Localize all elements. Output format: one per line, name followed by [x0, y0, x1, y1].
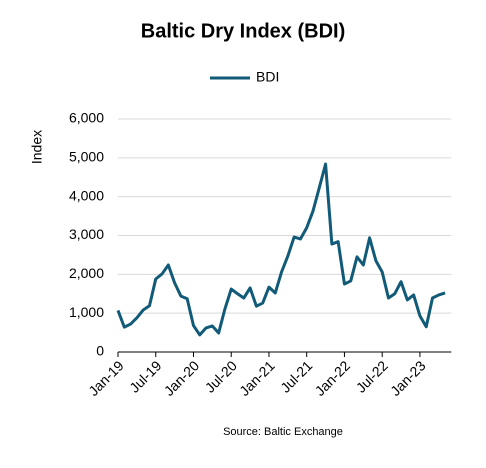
x-tick-label: Jan-22 — [312, 357, 354, 399]
x-tick-label: Jan-21 — [236, 357, 278, 399]
y-tick-label: 6,000 — [69, 110, 104, 126]
x-tick-label: Jul-22 — [353, 357, 391, 395]
x-tick-label: Jan-23 — [387, 357, 429, 399]
y-tick-label: 1,000 — [69, 304, 104, 320]
source: Source: Baltic Exchange — [223, 426, 343, 438]
y-tick-label: 2,000 — [69, 265, 104, 281]
x-tick-label: Jul-20 — [202, 357, 240, 395]
chart-title: Baltic Dry Index (BDI) — [141, 20, 345, 42]
x-tick-label: Jan-20 — [161, 357, 203, 399]
x-tick-label: Jan-19 — [85, 357, 127, 399]
y-axis-label: Index — [29, 130, 45, 164]
y-tick-label: 0 — [96, 343, 104, 359]
x-tick-label: Jul-19 — [126, 357, 164, 395]
x-tick-label: Jul-21 — [277, 357, 315, 395]
y-tick-label: 4,000 — [69, 187, 104, 203]
y-tick-label: 5,000 — [69, 149, 104, 165]
legend-label: BDI — [256, 69, 279, 85]
data-line — [116, 162, 446, 337]
y-tick-label: 3,000 — [69, 226, 104, 242]
